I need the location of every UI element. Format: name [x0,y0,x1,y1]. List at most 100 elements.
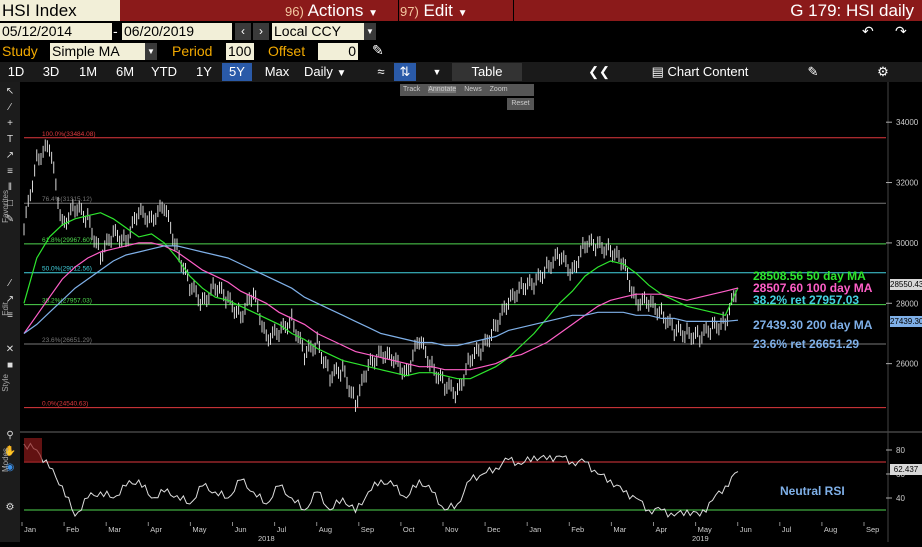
ret236-annotation: 23.6% ret 26651.29 [753,337,860,351]
rsi-annotation: Neutral RSI [780,484,845,498]
cursor-icon[interactable]: ↖ [5,86,15,97]
x-tick-label: Jun [235,525,247,534]
period-label: Period [172,43,213,59]
crosshair-icon[interactable]: + [7,118,13,129]
text-tool-icon[interactable]: T [6,134,14,145]
chart-icon: ▤ [651,64,664,79]
tab-3d[interactable]: 3D [42,64,60,79]
actions-label: Actions [307,1,364,20]
next-period-button[interactable]: › [253,23,269,40]
zoom-button[interactable]: Zoom [489,86,508,93]
annotate-button[interactable]: Annotate [428,86,457,93]
tab-1y[interactable]: 1Y [196,64,212,79]
settings-icon[interactable]: ⚙ [5,502,15,513]
edit-menu[interactable]: 97) Edit ▼ [400,0,510,21]
x-tick-label: Jan [529,525,541,534]
x-tick-label: Jun [740,525,752,534]
fib-level-label: 100.0%(33484.08) [42,131,96,138]
fib-tool-icon[interactable]: ≡ [7,166,13,177]
color-icon[interactable]: ■ [6,360,14,371]
currency-select[interactable]: Local CCY [272,23,364,40]
tab-1m[interactable]: 1M [78,64,98,79]
x-tick-label: Sep [361,525,374,534]
delete-icon[interactable]: ✕ [5,344,15,355]
end-date-field[interactable]: 06/20/2019 [122,23,232,40]
prev-period-button[interactable]: ‹ [235,23,251,40]
line-chart-icon[interactable]: ≈ [377,64,385,79]
period-input[interactable]: 100 [226,43,254,60]
last-rsi-tag: 62.437 [890,464,922,475]
period-tab-bar: 1D 3D 1M 6M YTD 1Y 5Y Max Daily ▼ ≈ ⇅ ▼ … [0,62,922,82]
channel-tool-icon[interactable]: ‖ [7,182,13,193]
news-button[interactable]: News [464,86,482,93]
pen-tool-icon[interactable]: ✎ [5,214,15,225]
ma-line-3 [23,245,739,347]
y-tick-label: 34000 [896,118,919,127]
study-select[interactable]: Simple MA [50,43,145,60]
fib-level-label: 76.4%(31315.12) [42,196,92,203]
last-ma200-tag: 27439.30 [890,316,922,327]
tab-ytd[interactable]: YTD [151,64,177,79]
last-price-tag: 28550.43 [890,279,922,290]
chart-area[interactable]: 100.0%(33484.08) 76.4%(31315.12) 61.8%(299… [20,82,922,543]
x-tick-label: Feb [571,525,584,534]
fib-level-label: 61.8%(29967.60) [42,237,92,244]
arrow-tool-icon[interactable]: ↗ [5,294,15,305]
pencil-icon[interactable]: ✎ [372,42,384,58]
study-bar: Study Simple MA ▼ Period 100 Offset 0 ✎ [0,42,922,61]
study-dropdown-icon[interactable]: ▼ [145,43,157,60]
bar-chart-icon[interactable]: ⇅ [394,63,416,81]
page-title: G 179: HSI daily [790,1,914,20]
fib-level-label: 0.0%(24540.63) [42,401,88,408]
x-tick-label: Mar [108,525,121,534]
fib-tool-icon[interactable]: ≡ [7,310,13,321]
arrow-tool-icon[interactable]: ↗ [5,150,15,161]
ticker-field[interactable]: HSI Index [0,0,120,21]
ma-line-1 [23,212,739,380]
fib-level-label: 38.2%(27957.03) [42,298,92,305]
chevron-right-icon: › [259,24,263,38]
tab-max[interactable]: Max [264,64,290,79]
ma200-annotation: 27439.30 200 day MA [753,318,873,332]
rsi-overbought-fill [24,438,42,462]
x-tick-label: Aug [319,525,332,534]
drawing-toolbar: ↖ ∕ + T ↗ ≡ ‖ □ ✎ Favorites ∕ ↗ ≡ Edit ✕… [0,82,20,542]
collapse-icon[interactable]: ❮❮ [588,64,610,79]
tab-6m[interactable]: 6M [115,64,135,79]
edit-chart-icon[interactable]: ✎ [807,64,819,79]
frequency-label: Daily [304,64,333,79]
currency-dropdown-icon[interactable]: ▼ [364,23,376,40]
start-date-field[interactable]: 05/12/2014 [0,23,112,40]
shape-tool-icon[interactable]: □ [6,198,14,209]
x-tick-label: Apr [656,525,668,534]
offset-label: Offset [268,43,306,59]
chevron-left-icon: ‹ [241,24,245,38]
tab-1d[interactable]: 1D [7,64,25,79]
offset-input[interactable]: 0 [318,43,358,60]
ret382-annotation: 38.2% ret 27957.03 [753,293,860,307]
redo-icon[interactable]: ↷ [895,23,907,39]
edit-label: Edit [1,302,10,316]
year-label: 2019 [692,534,709,542]
chart-content-button[interactable]: ▤ Chart Content [640,63,760,81]
chart-content-label: Chart Content [667,64,749,79]
ma-line-2 [23,242,739,371]
reset-button[interactable]: Reset [507,98,534,110]
ma100-annotation: 28507.60 100 day MA [753,281,873,295]
tab-5y[interactable]: 5Y [222,63,252,81]
chart-type-dropdown-icon[interactable]: ▼ [432,67,442,77]
line-tool-icon[interactable]: ∕ [9,102,11,113]
frequency-select[interactable]: Daily ▼ [302,63,362,81]
hand-icon[interactable]: ✋ [3,446,17,457]
chart-svg: 100.0%(33484.08) 76.4%(31315.12) 61.8%(299… [20,82,922,543]
mode-icon[interactable]: ◉ [5,462,15,473]
undo-icon[interactable]: ↶ [862,23,874,39]
zoom-icon[interactable]: ⚲ [6,430,14,441]
table-button[interactable]: Table [452,63,522,81]
actions-menu[interactable]: 96) Actions ▼ [285,0,395,21]
x-tick-label: Jul [782,525,792,534]
y-tick-label: 26000 [896,360,919,369]
gear-icon[interactable]: ⚙ [877,64,889,79]
track-button[interactable]: Track [403,86,421,93]
line-tool-icon[interactable]: ∕ [9,278,11,289]
